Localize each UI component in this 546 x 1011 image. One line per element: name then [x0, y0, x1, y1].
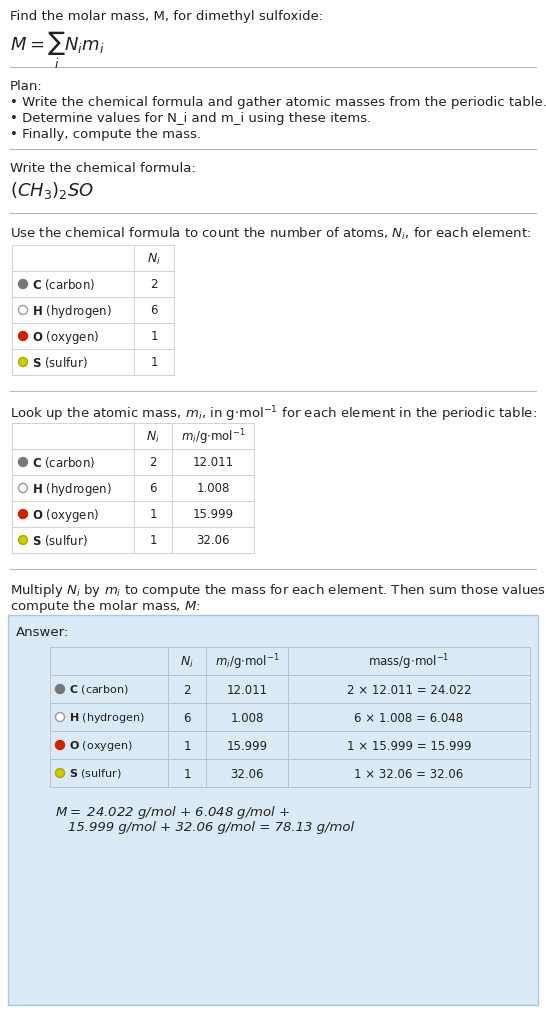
Text: Answer:: Answer:: [16, 626, 69, 638]
Text: Plan:: Plan:: [10, 80, 43, 93]
Text: mass/g$\cdot$mol$^{-1}$: mass/g$\cdot$mol$^{-1}$: [369, 651, 450, 671]
Circle shape: [56, 684, 64, 694]
Text: 6: 6: [150, 304, 158, 317]
Text: 32.06: 32.06: [196, 534, 230, 547]
Text: 1.008: 1.008: [230, 711, 264, 724]
Circle shape: [19, 333, 27, 341]
Text: 6: 6: [149, 482, 157, 495]
Text: $\mathbf{H}$ (hydrogen): $\mathbf{H}$ (hydrogen): [32, 302, 112, 319]
Text: $\mathbf{O}$ (oxygen): $\mathbf{O}$ (oxygen): [32, 329, 99, 345]
Circle shape: [19, 306, 27, 315]
Circle shape: [19, 280, 27, 289]
Bar: [8, 616, 538, 1005]
Circle shape: [56, 768, 64, 777]
Circle shape: [19, 510, 27, 519]
Text: $\mathbf{O}$ (oxygen): $\mathbf{O}$ (oxygen): [32, 506, 99, 523]
Text: Write the chemical formula:: Write the chemical formula:: [10, 162, 196, 175]
Text: Find the molar mass, M, for dimethyl sulfoxide:: Find the molar mass, M, for dimethyl sul…: [10, 10, 323, 23]
Text: $\mathbf{S}$ (sulfur): $\mathbf{S}$ (sulfur): [32, 533, 88, 548]
Text: 6 × 1.008 = 6.048: 6 × 1.008 = 6.048: [354, 711, 464, 724]
Text: 1: 1: [150, 331, 158, 343]
Text: 1.008: 1.008: [197, 482, 230, 495]
Text: $N_i$: $N_i$: [146, 429, 160, 444]
Text: 1: 1: [149, 534, 157, 547]
Text: Look up the atomic mass, $m_i$, in g$\cdot$mol$^{-1}$ for each element in the pe: Look up the atomic mass, $m_i$, in g$\cd…: [10, 403, 537, 424]
Text: $\mathbf{C}$ (carbon): $\mathbf{C}$ (carbon): [32, 455, 95, 470]
Text: $(CH_3)_2SO$: $(CH_3)_2SO$: [10, 180, 94, 201]
Text: $N_i$: $N_i$: [180, 654, 194, 669]
Text: 2: 2: [150, 278, 158, 291]
Text: $N_i$: $N_i$: [147, 251, 161, 266]
Text: 15.999 g/mol + 32.06 g/mol = 78.13 g/mol: 15.999 g/mol + 32.06 g/mol = 78.13 g/mol: [68, 820, 354, 833]
Text: $\mathbf{S}$ (sulfur): $\mathbf{S}$ (sulfur): [69, 766, 122, 779]
Text: 1: 1: [150, 356, 158, 369]
Text: compute the molar mass, $M$:: compute the molar mass, $M$:: [10, 598, 201, 615]
Text: • Write the chemical formula and gather atomic masses from the periodic table.: • Write the chemical formula and gather …: [10, 96, 546, 109]
Circle shape: [19, 536, 27, 545]
Text: • Finally, compute the mass.: • Finally, compute the mass.: [10, 127, 201, 141]
Circle shape: [19, 484, 27, 493]
Text: 12.011: 12.011: [227, 682, 268, 696]
Text: $m_i$/g$\cdot$mol$^{-1}$: $m_i$/g$\cdot$mol$^{-1}$: [215, 651, 280, 671]
Text: $\mathbf{O}$ (oxygen): $\mathbf{O}$ (oxygen): [69, 738, 133, 752]
Circle shape: [56, 741, 64, 750]
Circle shape: [56, 713, 64, 722]
Text: 6: 6: [183, 711, 191, 724]
Text: $M = $ 24.022 g/mol + 6.048 g/mol +: $M = $ 24.022 g/mol + 6.048 g/mol +: [55, 803, 290, 820]
Text: • Determine values for N_i and m_i using these items.: • Determine values for N_i and m_i using…: [10, 112, 371, 125]
Text: 2: 2: [183, 682, 191, 696]
Text: 2 × 12.011 = 24.022: 2 × 12.011 = 24.022: [347, 682, 471, 696]
Circle shape: [19, 358, 27, 367]
Text: 1: 1: [183, 766, 191, 779]
Circle shape: [19, 458, 27, 467]
Text: $M = \sum_i N_i m_i$: $M = \sum_i N_i m_i$: [10, 30, 104, 71]
Text: 15.999: 15.999: [227, 739, 268, 752]
Text: $\mathbf{C}$ (carbon): $\mathbf{C}$ (carbon): [32, 277, 95, 292]
Text: Use the chemical formula to count the number of atoms, $N_i$, for each element:: Use the chemical formula to count the nu…: [10, 225, 531, 242]
Text: 1: 1: [149, 508, 157, 521]
Text: $\mathbf{C}$ (carbon): $\mathbf{C}$ (carbon): [69, 682, 129, 696]
Text: $\mathbf{H}$ (hydrogen): $\mathbf{H}$ (hydrogen): [69, 711, 145, 724]
Text: 1 × 32.06 = 32.06: 1 × 32.06 = 32.06: [354, 766, 464, 779]
Text: 1 × 15.999 = 15.999: 1 × 15.999 = 15.999: [347, 739, 471, 752]
Text: 2: 2: [149, 456, 157, 469]
Text: $m_i$/g$\cdot$mol$^{-1}$: $m_i$/g$\cdot$mol$^{-1}$: [181, 427, 245, 447]
Text: Multiply $N_i$ by $m_i$ to compute the mass for each element. Then sum those val: Multiply $N_i$ by $m_i$ to compute the m…: [10, 581, 546, 599]
Text: $\mathbf{H}$ (hydrogen): $\mathbf{H}$ (hydrogen): [32, 480, 112, 497]
Text: 32.06: 32.06: [230, 766, 264, 779]
Text: 1: 1: [183, 739, 191, 752]
Text: $\mathbf{S}$ (sulfur): $\mathbf{S}$ (sulfur): [32, 355, 88, 370]
Text: 12.011: 12.011: [192, 456, 234, 469]
Text: 15.999: 15.999: [192, 508, 234, 521]
